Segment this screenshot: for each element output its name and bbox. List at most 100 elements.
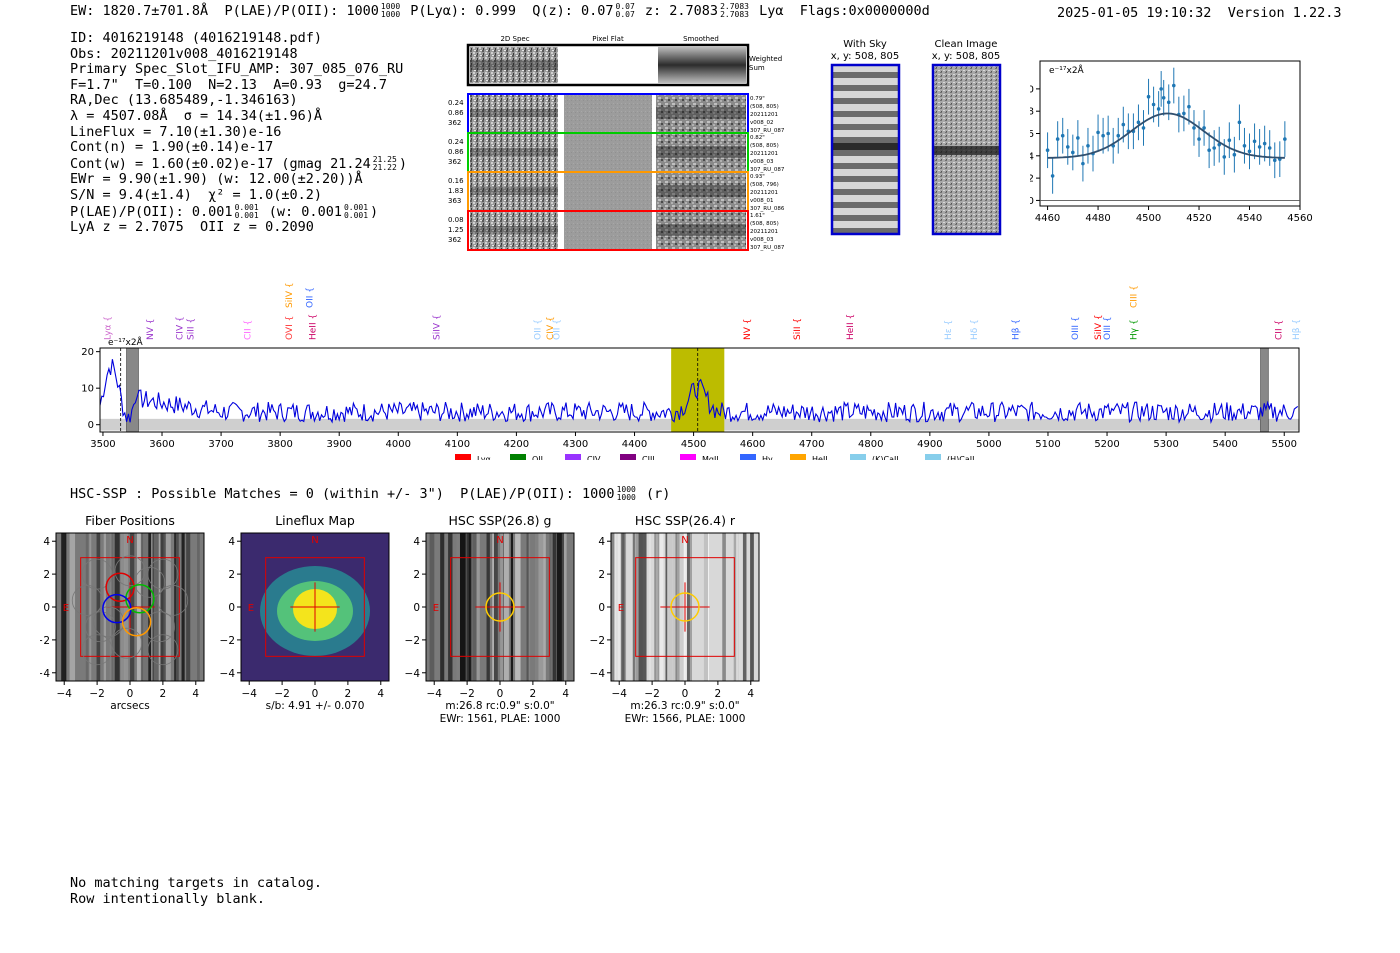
sky-stripe-light bbox=[832, 195, 899, 202]
panel-ytick-label: 0 bbox=[413, 602, 420, 614]
info-lambda: λ = 4507.08Å σ = 14.34(±1.96)Å bbox=[70, 107, 322, 124]
cutout-2dspec bbox=[470, 212, 558, 249]
legend-label: (K)CaII bbox=[872, 455, 899, 460]
image-panel: HSC SSP(26.4) r N E −4 −4 −2 −2 0 0 2 2 4 4 m:26.3 rc… bbox=[590, 513, 760, 723]
panel-title: HSC SSP(26.8) g bbox=[449, 513, 552, 528]
fit-point bbox=[1081, 161, 1085, 166]
panel-stripe bbox=[635, 533, 641, 681]
compass-east: E bbox=[248, 603, 254, 614]
cutout-smoothed bbox=[656, 212, 746, 249]
aperture-circle bbox=[670, 592, 700, 622]
panel-stripe bbox=[750, 533, 754, 681]
plae-lo: 1000 bbox=[380, 10, 401, 19]
panel-ytick-label: 0 bbox=[228, 602, 235, 614]
spec-xtick-label: 4000 bbox=[386, 439, 411, 450]
legend-swatch bbox=[740, 454, 756, 460]
cutout-row-meta: 307_RU_086 bbox=[750, 206, 785, 212]
fit-point bbox=[1151, 102, 1156, 107]
cutout-smoothed bbox=[656, 173, 746, 210]
fit-xtick-label: 4480 bbox=[1085, 213, 1110, 224]
with-sky-coords: x, y: 508, 805 bbox=[831, 51, 900, 62]
legend-label: Lyα bbox=[477, 455, 491, 460]
line-id-label: Hγ { bbox=[1130, 319, 1140, 340]
panel-xlabel: s/b: 4.91 +/- 0.070 bbox=[266, 700, 365, 712]
z-hi: 2.7083 bbox=[720, 2, 749, 11]
fit-point bbox=[1096, 130, 1100, 135]
sky-stripe-dark bbox=[832, 215, 899, 221]
fit-point bbox=[1065, 145, 1070, 149]
cutout-row: 0.24 0.86 362 0.79" (508, 805) 20211201 v008_0… bbox=[448, 93, 785, 134]
cutout-row-meta: 0.93" bbox=[750, 174, 765, 180]
fit-point bbox=[1237, 120, 1242, 125]
fiber-highlight bbox=[105, 572, 135, 603]
sky-stripe-dark bbox=[832, 137, 899, 143]
panel-ytick-label: 2 bbox=[413, 569, 420, 581]
panel-xtick-label: −2 bbox=[459, 688, 474, 700]
fiber-circle bbox=[71, 585, 103, 616]
fit-point bbox=[1252, 139, 1257, 144]
ew-value: EW: 1820.7±701.8Å bbox=[70, 3, 209, 19]
panel-stripe bbox=[563, 533, 567, 681]
cutout-row-meta: (508, 805) bbox=[750, 104, 779, 110]
panel-xtick-label: 4 bbox=[747, 688, 754, 700]
panel-ytick-label: −4 bbox=[220, 668, 236, 680]
cutout-row: 0.16 1.83 363 0.93" (508, 796) 20211201 v008_0… bbox=[448, 171, 785, 212]
fit-point bbox=[1076, 136, 1080, 140]
fiber-highlight bbox=[121, 607, 152, 637]
panel-stripe bbox=[549, 533, 552, 681]
fit-point bbox=[1197, 137, 1201, 141]
spec-xtick-label: 5500 bbox=[1272, 439, 1297, 450]
panel-stripe bbox=[456, 533, 460, 681]
search-box bbox=[80, 557, 180, 657]
line-id-label: CIV { bbox=[546, 316, 556, 340]
full-spectrum-chart: 3500 3600 3700 3800 3900 4000 4100 4200 4300 4400… bbox=[81, 282, 1302, 460]
panel-title: Lineflux Map bbox=[275, 513, 355, 528]
fit-point bbox=[1227, 138, 1232, 142]
panel-stripe bbox=[738, 533, 743, 681]
image-panel: HSC SSP(26.8) g N E −4 −4 −2 −2 0 0 2 2 4 4 m:26.8 rc… bbox=[405, 513, 575, 723]
cutout-smoothed-signal bbox=[656, 224, 746, 236]
z-lo: 2.7083 bbox=[720, 10, 749, 19]
panel-stripe bbox=[160, 533, 164, 681]
fit-point bbox=[1267, 146, 1272, 150]
line-id-label: Hε { bbox=[944, 320, 954, 340]
fit-point bbox=[1247, 149, 1252, 154]
masked-region bbox=[126, 347, 139, 433]
cutout-row-stat: 0.86 bbox=[448, 109, 464, 117]
spec-xtick-label: 4700 bbox=[799, 439, 824, 450]
panel-ytick-label: 0 bbox=[598, 602, 605, 614]
panel-stripe bbox=[556, 533, 562, 681]
cutout-smoothed bbox=[656, 134, 746, 171]
panel-stripe bbox=[96, 533, 101, 681]
compass-north: N bbox=[496, 535, 503, 546]
fit-point bbox=[1121, 122, 1126, 127]
spec-xtick-label: 4900 bbox=[917, 439, 942, 450]
panel-ytick-label: −4 bbox=[590, 668, 606, 680]
fit-xtick-label: 4540 bbox=[1237, 213, 1262, 224]
cutout-pixelflat bbox=[564, 212, 652, 249]
info-contw: Cont(w) = 1.60(±0.02)e-17 (gmag 21.24 21.… bbox=[70, 154, 407, 172]
panel-stripe bbox=[175, 533, 179, 681]
cutout-row-stat: 0.08 bbox=[448, 216, 464, 224]
fit-point bbox=[1071, 150, 1075, 155]
line-id-label: OVI { bbox=[285, 316, 295, 340]
hsc-summary: HSC-SSP : Possible Matches = 0 (within +… bbox=[70, 485, 671, 503]
info-obs: Obs: 20211201v008_4016219148 bbox=[70, 45, 298, 62]
clean-image bbox=[933, 65, 1000, 234]
cutout-row-meta: 0.82" bbox=[750, 135, 765, 141]
panel-xtick-label: −2 bbox=[89, 688, 104, 700]
cutout-row: 0.08 1.25 362 1.61" (508, 805) 20211201 v008_0… bbox=[448, 210, 785, 251]
fiber-circle bbox=[93, 606, 125, 638]
panel-stripe bbox=[611, 533, 615, 681]
legend-swatch bbox=[850, 454, 866, 460]
spec-xtick-label: 3500 bbox=[90, 439, 115, 450]
fit-point bbox=[1217, 142, 1222, 147]
panel-ytick-label: 2 bbox=[598, 569, 605, 581]
cutout-row-meta: v008_03 bbox=[750, 159, 774, 165]
panel-stripe bbox=[161, 533, 166, 681]
legend-label: OII bbox=[532, 455, 543, 460]
panel-stripe bbox=[648, 533, 651, 681]
spectrum-frame bbox=[99, 347, 1300, 433]
panel-stripe bbox=[742, 533, 747, 681]
col-title-2dspec: 2D Spec bbox=[500, 35, 529, 43]
